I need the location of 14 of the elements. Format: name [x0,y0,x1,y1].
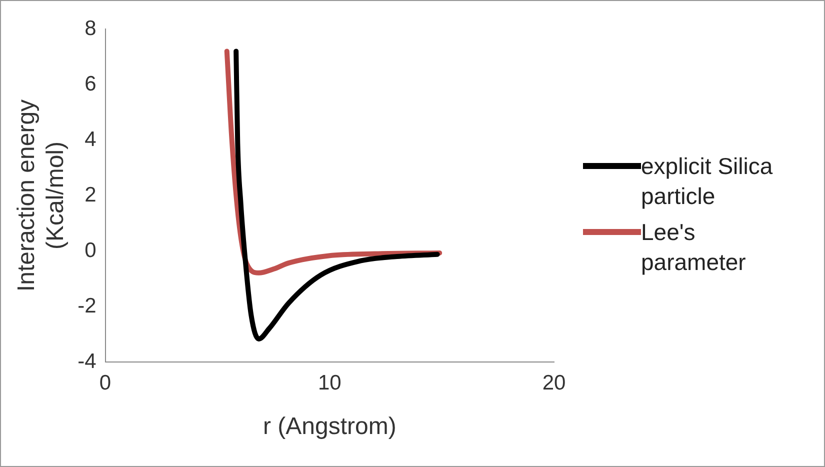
y-tick-label: 2 [84,183,96,206]
x-axis-title: r (Angstrom) [262,413,396,440]
y-tick-label: 4 [84,128,97,151]
y-tick-label: 6 [84,72,96,96]
x-tick-label: 0 [99,371,112,394]
y-tick-label: -2 [78,294,96,318]
legend-label: explicit Silica particle [641,152,774,211]
y-tick-label: 8 [84,16,96,40]
y-axis-title: Interaction energy (Kcal/mol) [13,99,69,292]
x-tick-label: 10 [318,371,342,394]
y-tick-label: 0 [84,238,96,262]
y-tick-label: -4 [78,350,97,373]
legend-label: Lee's parameter [641,218,747,277]
x-tick-label: 20 [542,371,566,394]
